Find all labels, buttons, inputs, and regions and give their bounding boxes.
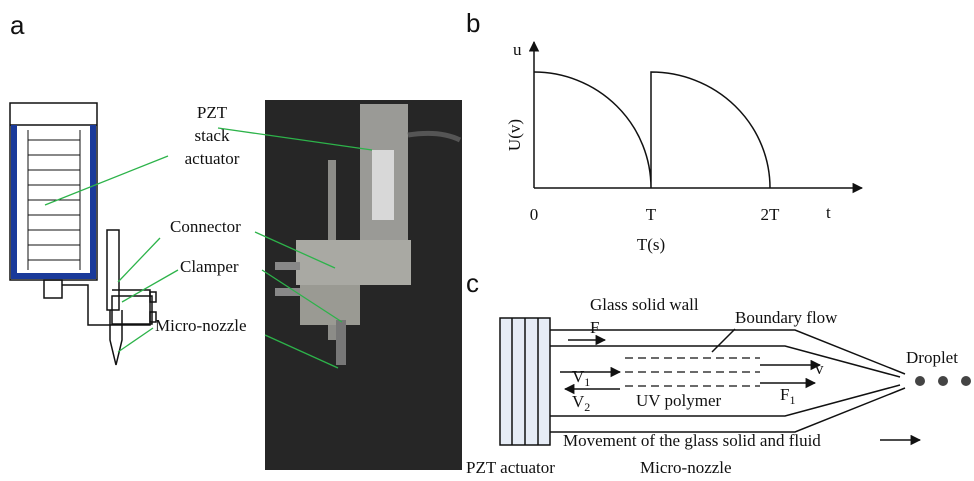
label: Micro-nozzle [640,458,732,477]
axis-symbol: u [513,40,522,59]
label: UV polymer [636,391,721,410]
nozzle-diagram: Glass solid wall Boundary flow F V1 V2 v… [466,295,971,477]
label: F [590,318,599,337]
label: F1 [780,385,795,407]
callout-text: PZT [197,103,228,122]
label: Movement of the glass solid and fluid [563,431,821,450]
callout-text: actuator [185,149,240,168]
photo [265,100,462,470]
callout-text: Micro-nozzle [155,316,247,335]
tick-label: T [646,205,657,224]
tick-label: 2T [761,205,781,224]
label: v [815,359,824,378]
label: PZT actuator [466,458,555,477]
tick-label: 0 [530,205,539,224]
axis-title: U(v) [505,119,524,151]
panel-label: a [10,10,25,40]
callout-text: Connector [170,217,241,236]
axis-symbol: t [826,203,831,222]
axis-title: T(s) [637,235,665,254]
figure: a PZT stack actuator Connec [0,0,974,481]
label: Boundary flow [735,308,838,327]
label: V1 [572,367,590,389]
panel-label: b [466,8,480,38]
label: Droplet [906,348,958,367]
callout-text: Clamper [180,257,239,276]
label: V2 [572,392,590,414]
label: Glass solid wall [590,295,699,314]
actuator-schematic [10,103,156,365]
panel-label: c [466,268,479,298]
waveform: u U(v) 0 T 2T t T(s) [505,40,862,254]
